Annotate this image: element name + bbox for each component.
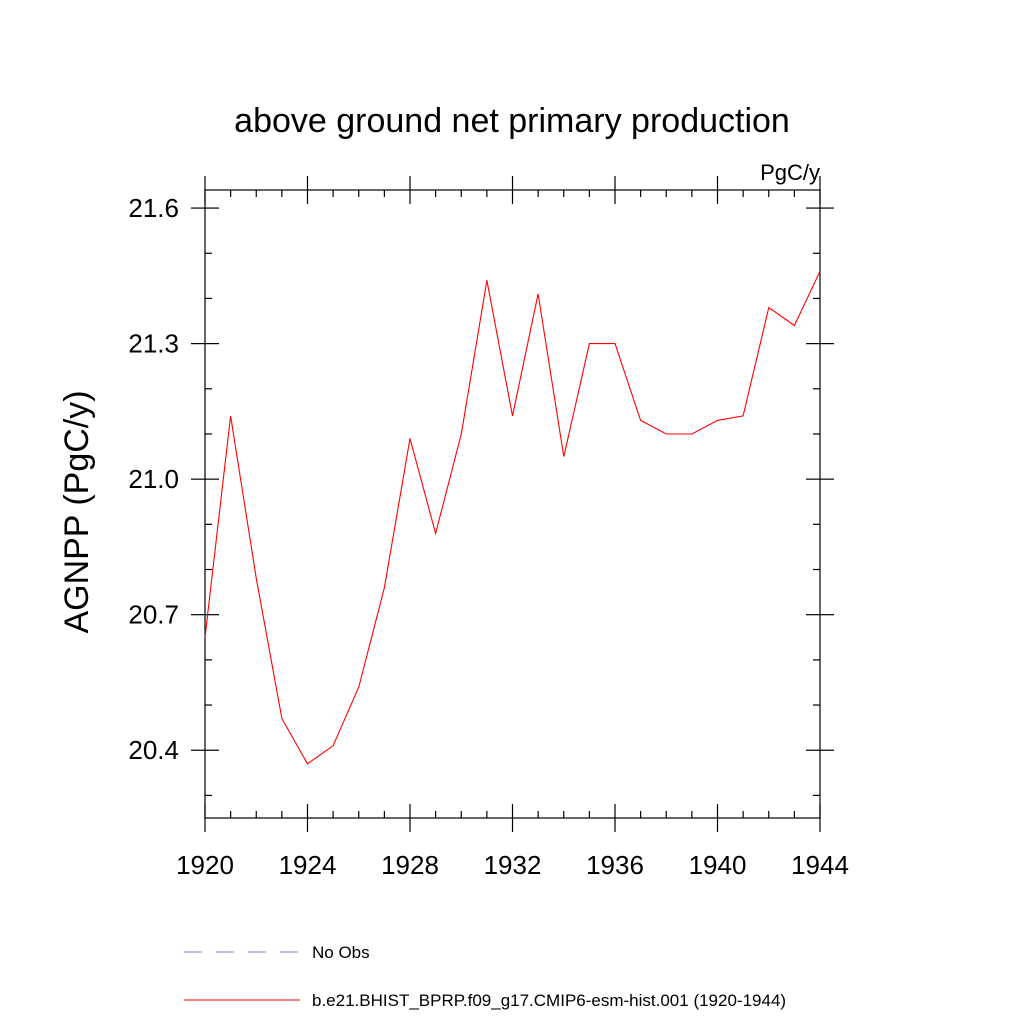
y-axis-label: AGNPP (PgC/y) [58,390,96,633]
axis-ticks [191,176,834,832]
series-layer [204,271,821,765]
x-tick-label: 1940 [689,850,747,880]
x-tick-label: 1928 [381,850,439,880]
x-tick-label: 1924 [279,850,337,880]
chart-title: above ground net primary production [234,102,790,140]
y-tick-label: 21.0 [128,464,179,494]
legend-label: No Obs [312,943,370,962]
units-label: PgC/y [760,160,820,185]
x-tick-label: 1920 [176,850,234,880]
axis-tick-labels: 1920 1924 1928 1932 1936 1940 1944 20.4 20.7 21.0… [128,193,849,880]
y-tick-label: 20.7 [128,600,179,630]
legend: No Obs b.e21.BHIST_BPRP.f09_g17.CMIP6-esm… [184,943,786,1010]
x-tick-label: 1936 [586,850,644,880]
plot-frame [204,189,821,819]
y-tick-label: 21.6 [128,193,179,223]
series-line [204,271,821,765]
plot-border [204,189,821,819]
legend-label: b.e21.BHIST_BPRP.f09_g17.CMIP6-esm-hist.… [312,991,786,1010]
y-tick-label: 21.3 [128,329,179,359]
x-tick-label: 1932 [484,850,542,880]
y-tick-label: 20.4 [128,735,179,765]
x-tick-label: 1944 [791,850,849,880]
